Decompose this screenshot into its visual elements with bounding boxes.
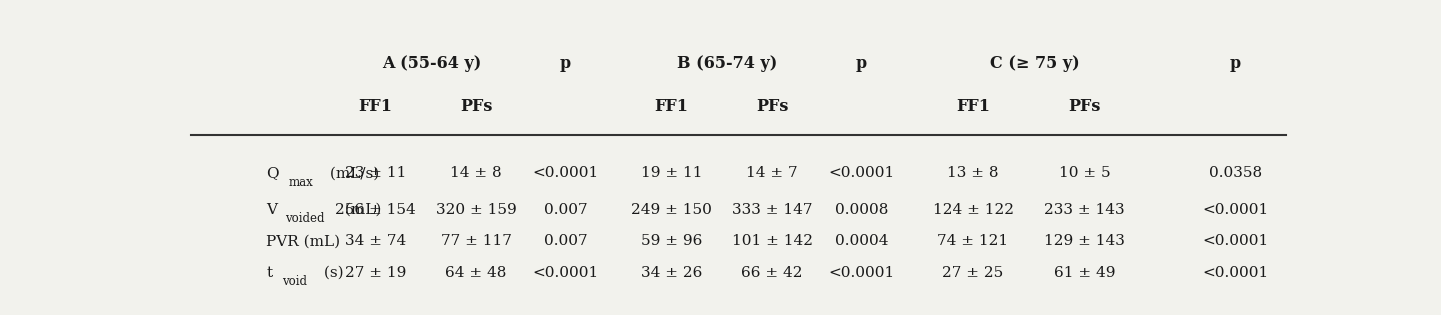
Text: 0.0004: 0.0004 xyxy=(834,234,888,248)
Text: 0.0008: 0.0008 xyxy=(834,203,888,217)
Text: PFs: PFs xyxy=(1069,98,1101,115)
Text: voided: voided xyxy=(285,212,324,226)
Text: 64 ± 48: 64 ± 48 xyxy=(445,266,507,280)
Text: <0.0001: <0.0001 xyxy=(532,266,598,280)
Text: FF1: FF1 xyxy=(654,98,689,115)
Text: 0.007: 0.007 xyxy=(543,234,588,248)
Text: 10 ± 5: 10 ± 5 xyxy=(1059,166,1111,180)
Text: V: V xyxy=(267,203,277,217)
Text: 101 ± 142: 101 ± 142 xyxy=(732,234,813,248)
Text: 249 ± 150: 249 ± 150 xyxy=(631,203,712,217)
Text: 66 ± 42: 66 ± 42 xyxy=(741,266,803,280)
Text: (mL): (mL) xyxy=(340,203,382,217)
Text: 61 ± 49: 61 ± 49 xyxy=(1053,266,1115,280)
Text: 34 ± 26: 34 ± 26 xyxy=(641,266,702,280)
Text: 124 ± 122: 124 ± 122 xyxy=(932,203,1013,217)
Text: (mL/s): (mL/s) xyxy=(326,166,379,180)
Text: 23 ± 11: 23 ± 11 xyxy=(344,166,406,180)
Text: 74 ± 121: 74 ± 121 xyxy=(938,234,1009,248)
Text: max: max xyxy=(288,176,313,189)
Text: <0.0001: <0.0001 xyxy=(1202,203,1268,217)
Text: PVR (mL): PVR (mL) xyxy=(267,234,340,248)
Text: Q: Q xyxy=(267,166,278,180)
Text: A (55-64 y): A (55-64 y) xyxy=(382,55,481,72)
Text: <0.0001: <0.0001 xyxy=(829,266,895,280)
Text: <0.0001: <0.0001 xyxy=(829,166,895,180)
Text: 77 ± 117: 77 ± 117 xyxy=(441,234,512,248)
Text: <0.0001: <0.0001 xyxy=(532,166,598,180)
Text: C (≥ 75 y): C (≥ 75 y) xyxy=(990,55,1079,72)
Text: 333 ± 147: 333 ± 147 xyxy=(732,203,813,217)
Text: p: p xyxy=(1231,55,1241,72)
Text: 59 ± 96: 59 ± 96 xyxy=(641,234,702,248)
Text: 0.0358: 0.0358 xyxy=(1209,166,1262,180)
Text: 19 ± 11: 19 ± 11 xyxy=(641,166,702,180)
Text: 14 ± 8: 14 ± 8 xyxy=(450,166,501,180)
Text: void: void xyxy=(282,276,307,289)
Text: t: t xyxy=(267,266,272,280)
Text: 233 ± 143: 233 ± 143 xyxy=(1045,203,1125,217)
Text: PFs: PFs xyxy=(757,98,788,115)
Text: FF1: FF1 xyxy=(955,98,990,115)
Text: 129 ± 143: 129 ± 143 xyxy=(1045,234,1125,248)
Text: 256 ± 154: 256 ± 154 xyxy=(336,203,416,217)
Text: <0.0001: <0.0001 xyxy=(1202,234,1268,248)
Text: 34 ± 74: 34 ± 74 xyxy=(344,234,406,248)
Text: FF1: FF1 xyxy=(359,98,392,115)
Text: B (65-74 y): B (65-74 y) xyxy=(677,55,778,72)
Text: 320 ± 159: 320 ± 159 xyxy=(435,203,516,217)
Text: 13 ± 8: 13 ± 8 xyxy=(947,166,999,180)
Text: (s): (s) xyxy=(318,266,343,280)
Text: p: p xyxy=(561,55,571,72)
Text: <0.0001: <0.0001 xyxy=(1202,266,1268,280)
Text: 27 ± 19: 27 ± 19 xyxy=(344,266,406,280)
Text: p: p xyxy=(856,55,867,72)
Text: 14 ± 7: 14 ± 7 xyxy=(746,166,798,180)
Text: 27 ± 25: 27 ± 25 xyxy=(942,266,1004,280)
Text: PFs: PFs xyxy=(460,98,493,115)
Text: 0.007: 0.007 xyxy=(543,203,588,217)
